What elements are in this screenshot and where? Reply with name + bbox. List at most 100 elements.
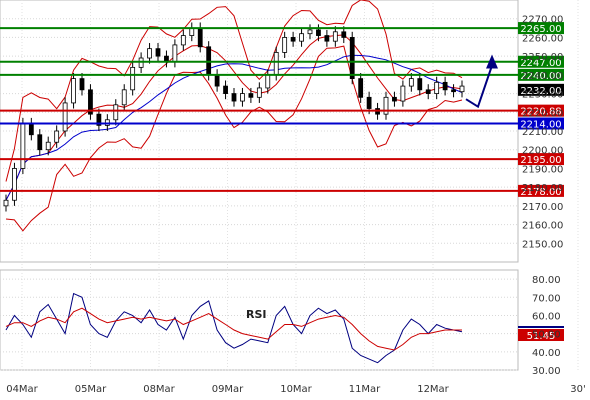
price-bar-body <box>96 113 102 126</box>
x-tick-label: 05Mar <box>75 384 107 395</box>
rsi-signal-line <box>5 307 462 351</box>
price-bar-body <box>459 85 465 93</box>
price-bar-body <box>147 48 152 59</box>
price-bar-body <box>434 81 440 94</box>
rsi-tick-label: 60.00 <box>532 311 561 322</box>
price-bar-body <box>54 130 60 143</box>
price-bar-body <box>400 85 406 102</box>
price-bar-body <box>62 102 68 132</box>
price-tick-label: 2240.00 <box>522 71 563 82</box>
upper-bollinger-band <box>5 0 463 182</box>
price-tick-label: 2230.00 <box>522 90 563 101</box>
price-tick-label: 2210.00 <box>522 127 563 138</box>
price-tick-label: 2260.00 <box>522 33 563 44</box>
rsi-line <box>5 292 463 364</box>
rsi-tick-label: 30.00 <box>532 366 561 377</box>
x-tick-label: 11Mar <box>349 384 381 395</box>
price-bar-body <box>324 35 330 42</box>
level-label-box <box>518 68 564 81</box>
price-tick-label: 2170.00 <box>522 202 563 213</box>
price-bars <box>3 22 465 212</box>
price-bar-body <box>417 78 423 91</box>
rsi-tick-label: 50.00 <box>532 330 561 341</box>
price-bar-body <box>273 52 279 76</box>
rsi-tick-label: 70.00 <box>532 293 561 304</box>
price-bar-body <box>358 78 364 98</box>
level-label: 2240.00 <box>520 71 561 82</box>
price-bar-body <box>451 89 456 93</box>
rsi-value-label: 51.45 <box>527 331 556 342</box>
price-bar-body <box>130 66 136 91</box>
price-tick-label: 2250.00 <box>522 52 563 63</box>
price-bar-body <box>113 104 119 121</box>
middle-band <box>5 34 463 201</box>
price-bar-body <box>282 37 288 53</box>
x-tick-label: 09Mar <box>212 384 244 395</box>
price-bar-body <box>3 199 9 207</box>
price-bar-body <box>299 33 304 42</box>
level-label-box <box>518 184 564 197</box>
price-bar-body <box>12 168 17 201</box>
level-label: 2232.00 <box>520 86 561 97</box>
price-tick-label: 2270.00 <box>522 15 563 26</box>
price-bar-body <box>425 89 431 94</box>
price-bar-body <box>248 93 254 98</box>
forecast-arrow <box>465 54 498 109</box>
support-resistance-levels: 2265.00 2247.00 2240.00 2232.00 2220.88 2214.… <box>0 22 564 198</box>
level-label: 2178.00 <box>520 187 561 198</box>
price-tick-label: 2150.00 <box>522 239 563 250</box>
level-label-box <box>518 153 564 166</box>
price-bar-body <box>383 96 389 115</box>
price-bar-body <box>265 74 271 89</box>
rsi-tick-label: 40.00 <box>532 348 561 359</box>
price-bar-body <box>79 78 85 91</box>
price-bar-body <box>180 35 186 46</box>
price-bar-body <box>45 141 51 151</box>
price-bar-body <box>121 89 127 106</box>
moving-average <box>5 54 463 201</box>
axis-labels: 2270.00 2260.00 2250.00 2240.00 2230.00 2220.… <box>6 15 586 395</box>
price-bar-body <box>197 27 203 48</box>
x-tick-label: 12Mar <box>417 384 449 395</box>
price-bar-body <box>223 85 228 94</box>
price-bar-body <box>240 93 245 102</box>
price-bar-body <box>349 37 355 79</box>
level-label-box <box>518 104 564 117</box>
price-bar-body <box>214 74 220 87</box>
x-tick-label: 08Mar <box>143 384 175 395</box>
level-label-box <box>518 83 564 96</box>
x-tick-label: 04Mar <box>6 384 38 395</box>
price-bar-body <box>408 78 414 87</box>
price-tick-label: 2180.00 <box>522 183 563 194</box>
price-bar-body <box>341 31 347 38</box>
price-bar-body <box>172 44 178 63</box>
price-bar-body <box>189 27 195 36</box>
level-label: 2247.00 <box>520 58 561 69</box>
x-tick-label: 10Mar <box>280 384 312 395</box>
price-bar-body <box>155 48 161 57</box>
price-bar-body <box>37 134 43 151</box>
rsi-grid <box>0 278 518 371</box>
level-label: 2220.88 <box>520 107 561 118</box>
price-bar-body <box>20 123 26 169</box>
level-label-box <box>518 117 564 130</box>
lower-bollinger-band <box>5 45 463 232</box>
price-bar-body <box>28 123 34 136</box>
rsi-lines: 51.45 <box>5 292 564 364</box>
price-tick-label: 2160.00 <box>522 221 563 232</box>
price-bar-body <box>442 81 448 91</box>
x-tick-label: 30' <box>570 384 585 395</box>
price-tick-label: 2190.00 <box>522 164 563 175</box>
price-bar-body <box>332 31 338 42</box>
price-bar-body <box>392 96 397 102</box>
price-bar-body <box>256 87 262 98</box>
level-label-box <box>518 22 564 35</box>
forecast-arrow-head <box>486 54 498 69</box>
price-tick-label: 2200.00 <box>522 146 563 157</box>
level-label-box <box>518 55 564 68</box>
price-bar-body <box>366 96 372 109</box>
rsi-tick-label: 80.00 <box>532 275 561 286</box>
price-bar-body <box>88 89 93 115</box>
price-tick-label: 2220.00 <box>522 108 563 119</box>
